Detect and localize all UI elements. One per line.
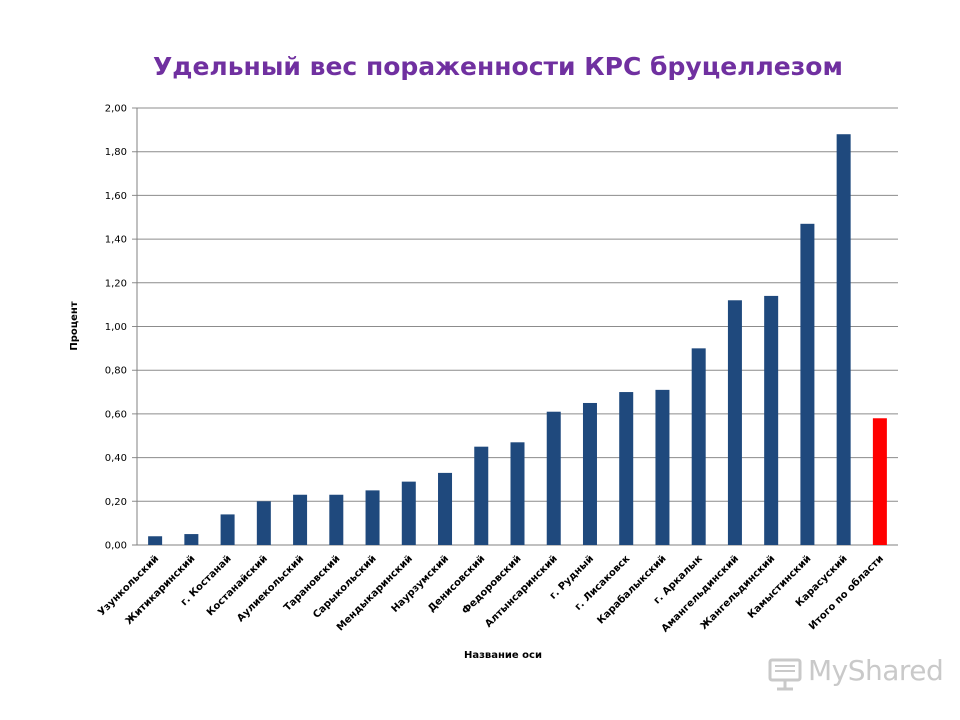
y-axis-title: Процент — [69, 301, 80, 351]
x-axis-title: Название оси — [464, 650, 542, 661]
y-tick-label: 1,00 — [105, 322, 127, 333]
bar — [474, 446, 489, 545]
bar — [800, 223, 815, 545]
bar — [510, 442, 525, 545]
bar — [836, 134, 851, 545]
category-label: Аулиекольский — [235, 553, 306, 624]
y-tick-label: 2,00 — [105, 104, 127, 115]
watermark-text: MyShared — [808, 654, 944, 687]
category-label: Сарыкольский — [311, 553, 378, 620]
y-tick-label: 0,00 — [105, 541, 127, 552]
category-label: Камыстинский — [746, 553, 814, 621]
category-label: Алтынсаринский — [483, 553, 560, 630]
category-label: Узункольский — [96, 553, 161, 618]
y-tick-labels: 0,00 0,20 0,40 0,60 0,80 1,00 1,20 1,40 1,60 1,80… — [105, 104, 127, 552]
bar — [546, 411, 561, 545]
bar — [365, 490, 380, 545]
y-tick-label: 1,40 — [105, 235, 127, 246]
watermark-logo: MyShared — [768, 652, 944, 692]
bar — [256, 501, 271, 545]
y-tick-label: 0,80 — [105, 366, 127, 377]
y-tick-label: 1,60 — [105, 191, 127, 202]
bar — [438, 472, 453, 545]
bar — [764, 295, 779, 545]
category-label: Житикаринский — [124, 553, 198, 627]
chart-title: Удельный вес пораженности КРС бруцеллезо… — [153, 52, 843, 81]
bars — [148, 134, 887, 545]
bar — [148, 536, 163, 545]
bar — [727, 300, 742, 545]
y-tick-label: 0,20 — [105, 497, 127, 508]
bar — [872, 418, 887, 545]
y-tick-label: 1,80 — [105, 147, 127, 158]
bar — [619, 392, 634, 545]
bar — [401, 481, 416, 545]
bar — [691, 348, 706, 545]
category-label: Костанайский — [205, 553, 270, 618]
bar — [582, 402, 597, 545]
bar — [184, 534, 199, 545]
category-label: Карабалыкский — [595, 553, 669, 627]
bar — [329, 494, 344, 545]
projector-screen-icon — [768, 658, 802, 691]
y-tick-label: 1,20 — [105, 278, 127, 289]
bar — [220, 514, 235, 545]
bar — [293, 494, 308, 545]
y-tick-label: 0,60 — [105, 409, 127, 420]
y-tick-label: 0,40 — [105, 453, 127, 464]
bar — [655, 389, 670, 545]
